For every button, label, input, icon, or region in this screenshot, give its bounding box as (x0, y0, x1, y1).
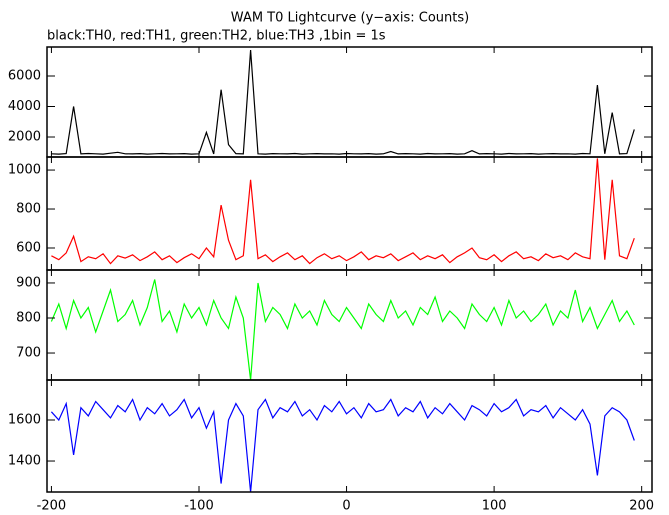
panel-frame (46, 379, 653, 493)
light-curve (51, 50, 635, 155)
chart-title: WAM T0 Lightcurve (y−axis: Counts) (231, 11, 469, 26)
y-tick-label: 800 (16, 202, 41, 217)
light-curve (51, 158, 635, 265)
y-tick-label: 600 (16, 240, 41, 255)
panel-frame (46, 156, 653, 271)
panel (50, 398, 635, 492)
x-tick-label: 200 (629, 499, 654, 514)
x-tick-label: 100 (482, 499, 507, 514)
y-tick-label: 800 (16, 310, 41, 325)
panel (51, 50, 635, 155)
panel-frame (46, 46, 653, 158)
y-tick-label: 2000 (8, 130, 41, 145)
y-tick-label: 700 (16, 346, 41, 361)
x-tick-label: 0 (342, 499, 350, 514)
y-tick-label: 1400 (8, 454, 41, 469)
light-curve (50, 398, 635, 492)
panel (51, 158, 635, 265)
y-tick-label: 900 (16, 275, 41, 290)
x-tick-label: -200 (37, 499, 67, 514)
y-tick-label: 1000 (8, 163, 41, 178)
chart-subtitle: black:TH0, red:TH1, green:TH2, blue:TH3 … (47, 29, 386, 44)
x-tick-label: -100 (184, 499, 214, 514)
y-tick-label: 4000 (8, 99, 41, 114)
panel (50, 279, 635, 380)
y-tick-label: 1600 (8, 413, 41, 428)
panel-frame (46, 269, 653, 381)
y-tick-label: 6000 (8, 68, 41, 83)
light-curve (50, 279, 635, 380)
